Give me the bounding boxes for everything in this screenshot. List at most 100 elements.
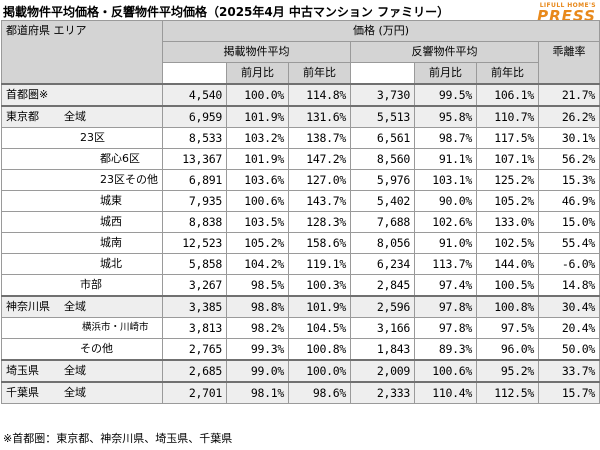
cell-div: 15.3% <box>537 169 600 191</box>
cell-resp-yoy: 107.1% <box>476 148 539 170</box>
cell-listed-yoy: 119.1% <box>288 253 351 275</box>
table-row: 城北 5,858 104.2% 119.1% 6,234 113.7% 144.0% -6.0… <box>1 253 600 275</box>
brand-line2: PRESS <box>537 7 596 25</box>
header-listed-mom: 前月比 <box>226 62 289 85</box>
header-blank <box>162 62 227 85</box>
area-cell: 神奈川県 全域 <box>1 295 163 318</box>
header-area: 都道府県 エリア <box>1 20 163 85</box>
cell-resp: 3,166 <box>350 317 415 339</box>
cell-resp: 6,561 <box>350 127 415 149</box>
cell-listed-mom: 98.8% <box>226 295 289 318</box>
cell-listed-mom: 98.5% <box>226 274 289 297</box>
area-cell: 首都圏※ <box>1 83 163 107</box>
cell-listed-mom: 105.2% <box>226 232 289 254</box>
chart-title: 掲載物件平均価格・反響物件平均価格（2025年4月 中古マンション ファミリー） <box>3 5 450 19</box>
cell-listed-mom: 103.5% <box>226 211 289 233</box>
cell-div: 30.4% <box>537 295 600 318</box>
footnote: ※首都圏：東京都、神奈川県、埼玉県、千葉県 <box>3 432 233 445</box>
cell-listed-mom: 101.9% <box>226 148 289 170</box>
cell-div: 55.4% <box>537 232 600 254</box>
cell-listed: 4,540 <box>162 83 227 107</box>
cell-resp-mom: 103.1% <box>414 169 477 191</box>
cell-listed: 13,367 <box>162 148 227 170</box>
cell-resp-mom: 91.1% <box>414 148 477 170</box>
brand-logo: LIFULL HOME'S PRESS <box>537 2 596 24</box>
cell-listed: 5,858 <box>162 253 227 275</box>
cell-resp-yoy: 97.5% <box>476 317 539 339</box>
table-row: 城東 7,935 100.6% 143.7% 5,402 90.0% 105.2% 46.9% <box>1 190 600 212</box>
area-cell: 城西 <box>1 211 163 233</box>
cell-resp-yoy: 112.5% <box>476 381 539 404</box>
area-cell: 23区その他 <box>1 169 163 191</box>
cell-resp-yoy: 102.5% <box>476 232 539 254</box>
cell-listed-mom: 100.6% <box>226 190 289 212</box>
cell-listed-yoy: 101.9% <box>288 295 351 318</box>
cell-resp-mom: 98.7% <box>414 127 477 149</box>
cell-listed: 2,701 <box>162 381 227 404</box>
cell-listed-yoy: 114.8% <box>288 83 351 107</box>
cell-resp-mom: 110.4% <box>414 381 477 404</box>
cell-resp: 2,333 <box>350 381 415 404</box>
table-row: 神奈川県 全域 3,385 98.8% 101.9% 2,596 97.8% 100.8% 30… <box>1 295 600 318</box>
cell-resp-mom: 90.0% <box>414 190 477 212</box>
cell-resp-yoy: 117.5% <box>476 127 539 149</box>
area-cell: 市部 <box>1 274 163 297</box>
header-listed: 掲載物件平均 <box>162 41 351 63</box>
cell-resp-yoy: 144.0% <box>476 253 539 275</box>
cell-listed: 8,838 <box>162 211 227 233</box>
cell-resp-mom: 89.3% <box>414 338 477 361</box>
cell-resp: 8,560 <box>350 148 415 170</box>
cell-resp: 5,402 <box>350 190 415 212</box>
cell-listed: 3,267 <box>162 274 227 297</box>
area-cell: 城南 <box>1 232 163 254</box>
cell-listed-mom: 104.2% <box>226 253 289 275</box>
cell-listed-mom: 99.0% <box>226 359 289 383</box>
cell-listed-mom: 101.9% <box>226 105 289 128</box>
area-cell: 23区 <box>1 127 163 149</box>
brand-line1: LIFULL HOME'S <box>539 2 596 9</box>
cell-listed-yoy: 147.2% <box>288 148 351 170</box>
cell-div: 15.7% <box>537 381 600 404</box>
header-resp-mom: 前月比 <box>414 62 477 85</box>
cell-div: 50.0% <box>537 338 600 361</box>
cell-resp-yoy: 95.2% <box>476 359 539 383</box>
cell-resp-mom: 113.7% <box>414 253 477 275</box>
cell-listed: 6,891 <box>162 169 227 191</box>
cell-listed: 2,685 <box>162 359 227 383</box>
cell-listed-mom: 100.0% <box>226 83 289 107</box>
cell-resp-yoy: 96.0% <box>476 338 539 361</box>
price-table: 都道府県 エリア 価格 (万円) 掲載物件平均 反響物件平均 乖離率 前月比 前… <box>1 20 600 404</box>
cell-listed-yoy: 100.0% <box>288 359 351 383</box>
cell-resp-yoy: 106.1% <box>476 83 539 107</box>
cell-listed-yoy: 104.5% <box>288 317 351 339</box>
area-cell: 城北 <box>1 253 163 275</box>
cell-listed-yoy: 143.7% <box>288 190 351 212</box>
table-row: 城西 8,838 103.5% 128.3% 7,688 102.6% 133.0% 15.0… <box>1 211 600 233</box>
cell-resp-yoy: 133.0% <box>476 211 539 233</box>
cell-listed: 6,959 <box>162 105 227 128</box>
cell-listed: 8,533 <box>162 127 227 149</box>
cell-resp: 7,688 <box>350 211 415 233</box>
cell-resp-yoy: 125.2% <box>476 169 539 191</box>
cell-listed-mom: 98.1% <box>226 381 289 404</box>
cell-listed-yoy: 138.7% <box>288 127 351 149</box>
region-scope-label: 全域 <box>64 364 86 377</box>
region-scope-label: 全域 <box>64 386 86 399</box>
cell-div: 46.9% <box>537 190 600 212</box>
header-blank <box>350 62 415 85</box>
cell-listed: 3,385 <box>162 295 227 318</box>
cell-resp: 5,976 <box>350 169 415 191</box>
header-response: 反響物件平均 <box>350 41 539 63</box>
header-price: 価格 (万円) <box>161 20 600 42</box>
cell-div: 14.8% <box>537 274 600 297</box>
cell-resp-yoy: 100.8% <box>476 295 539 318</box>
table-row: 横浜市・川崎市 3,813 98.2% 104.5% 3,166 97.8% 97.5% 20… <box>1 317 600 339</box>
cell-div: 20.4% <box>537 317 600 339</box>
area-cell: 都心6区 <box>1 148 163 170</box>
cell-listed-yoy: 127.0% <box>288 169 351 191</box>
cell-div: 15.0% <box>537 211 600 233</box>
prefecture-label: 神奈川県 <box>6 300 50 313</box>
cell-listed-yoy: 100.8% <box>288 338 351 361</box>
cell-listed-yoy: 128.3% <box>288 211 351 233</box>
table-row: 東京都 全域 6,959 101.9% 131.6% 5,513 95.8% 110.7% 26… <box>1 105 600 128</box>
